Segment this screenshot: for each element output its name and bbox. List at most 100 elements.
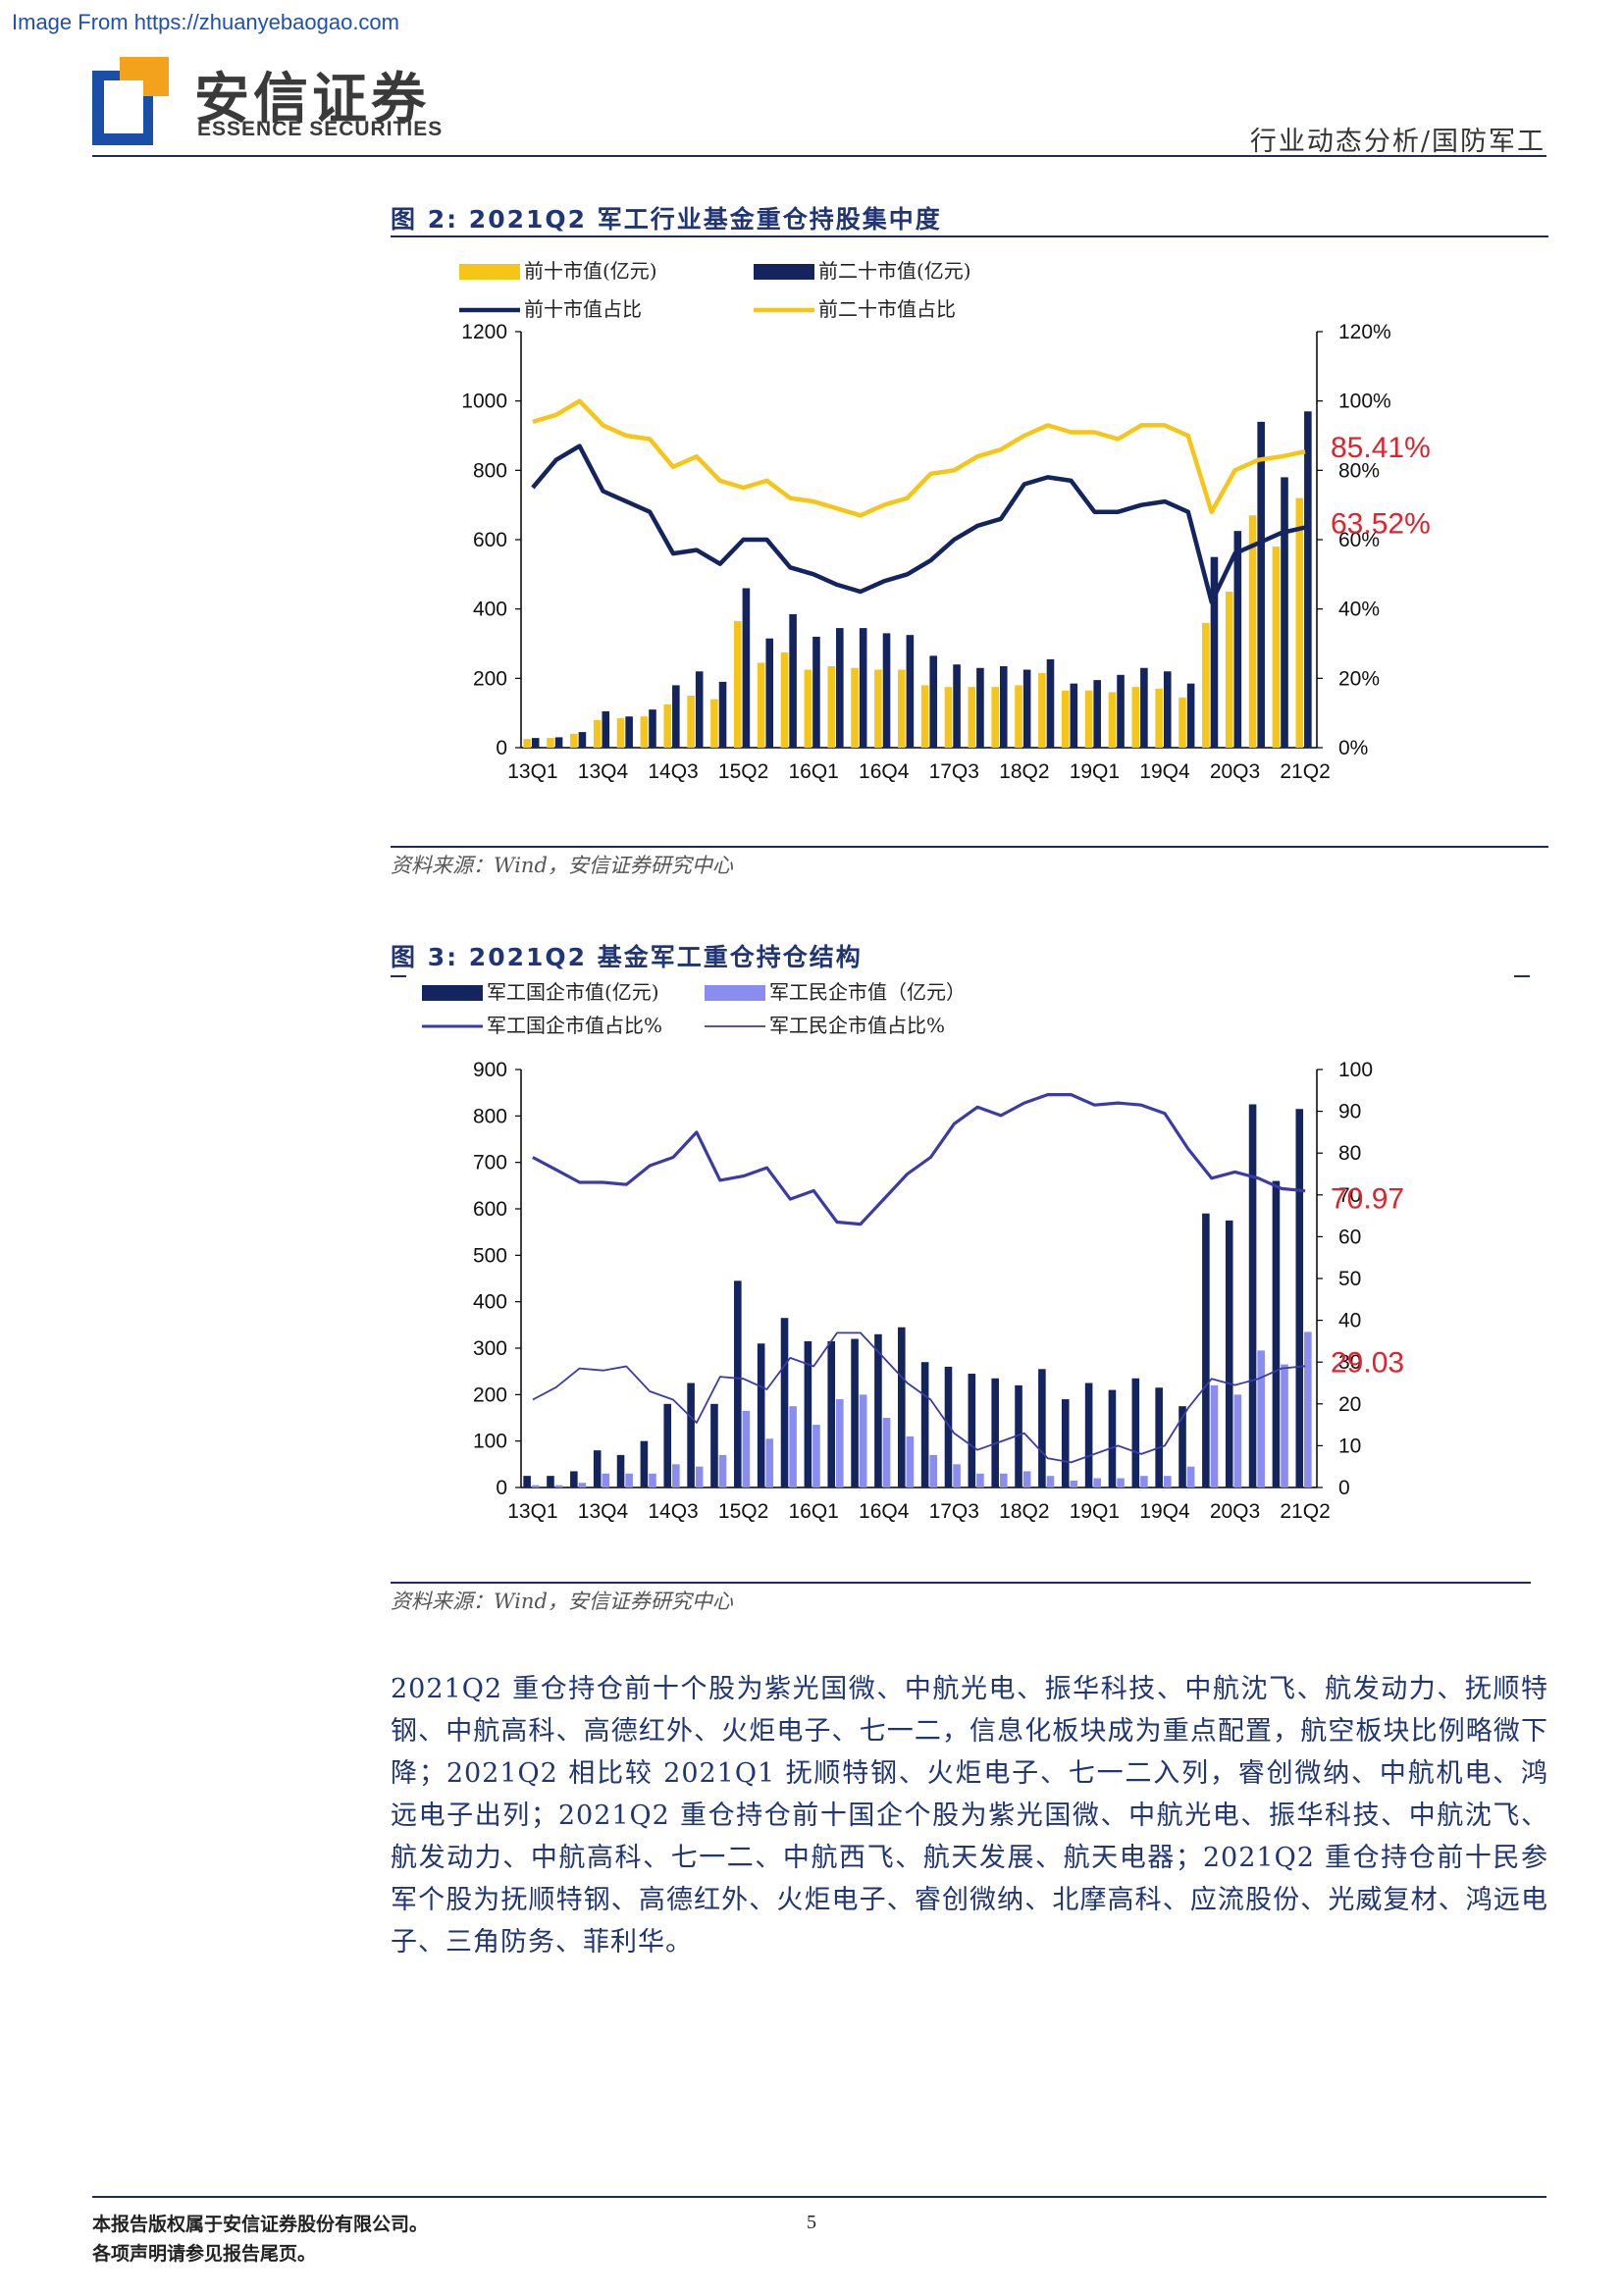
fig2-y-right-tick-label: 120% — [1338, 321, 1391, 343]
fig2-y-left-tick-label: 1000 — [461, 391, 507, 413]
fig2-chart: 0 200 400 600 800 1000 1200 0% 20% 40% 60% 80% 100% 1… — [459, 259, 1431, 783]
fig3-x-tick-label: 16Q4 — [859, 1500, 910, 1523]
fig3-bar-a — [991, 1378, 999, 1487]
fig2-bar-a — [616, 717, 625, 748]
fig3-bar-b — [695, 1466, 704, 1487]
fig3-y-left-tick-label: 900 — [473, 1059, 507, 1081]
fig3-bar-a — [663, 1403, 672, 1487]
fig3-rule-right — [1514, 975, 1530, 977]
fig3-bar-a — [968, 1374, 976, 1487]
fig3-bar-b — [1046, 1476, 1055, 1487]
fig2-bar-a — [593, 719, 602, 748]
fig3-x-tick-label: 21Q2 — [1280, 1500, 1330, 1523]
fig2-bar-b — [976, 667, 984, 748]
fig3-bar-a — [710, 1403, 718, 1487]
fig2-bar-a — [1084, 690, 1093, 748]
fig3-bar-b — [1210, 1384, 1219, 1487]
fig2-bar-a — [1038, 673, 1046, 748]
fig2-bar-a — [897, 669, 906, 748]
fig3-bar-b — [649, 1473, 656, 1487]
fig2-bar-b — [1233, 531, 1242, 748]
fig2-bar-a — [944, 687, 953, 748]
fig2-bar-b — [929, 655, 938, 748]
fig2-bar-a — [1108, 692, 1117, 748]
fig2-bar-b — [999, 665, 1008, 748]
fig2-bar-b — [625, 716, 633, 748]
fig3-bar-b — [859, 1394, 867, 1487]
fig2-x-tick-label: 17Q3 — [929, 760, 979, 783]
fig2-x-tick-label: 15Q2 — [718, 760, 768, 783]
fig3-y-right-tick-label: 60 — [1338, 1226, 1361, 1248]
footer-notice: 各项声明请参见报告尾页。 — [92, 2243, 317, 2265]
fig3-bar-b — [1117, 1478, 1125, 1487]
fig2-bar-a — [1179, 697, 1186, 748]
fig3-y-left-tick-label: 200 — [473, 1383, 507, 1406]
fig3-x-tick-label: 19Q1 — [1070, 1500, 1120, 1523]
fig3-bar-a — [1272, 1180, 1281, 1487]
logo-chinese-name: 安信证券 — [194, 68, 430, 131]
fig3-bar-a — [593, 1450, 602, 1487]
fig2-bar-b — [882, 633, 891, 748]
report-section: 行业动态分析/国防军工 — [1249, 127, 1545, 157]
fig2-bar-a — [780, 652, 789, 748]
fig2-bar-a — [570, 733, 578, 748]
fig2-bar-b — [531, 738, 540, 748]
fig3-bar-b — [1304, 1331, 1312, 1487]
fig2-bar-b — [836, 628, 844, 748]
fig3-y-right-tick-label: 10 — [1338, 1435, 1361, 1457]
fig3-line-2 — [532, 1092, 1306, 1226]
fig3-x-tick-label: 13Q1 — [507, 1500, 557, 1523]
fig2-bar-a — [640, 716, 649, 748]
analysis-paragraph: 2021Q2 重仓持仓前十个股为紫光国微、中航光电、振华科技、中航沈飞、航发动力… — [391, 1674, 1548, 1957]
fig2-bar-a — [1248, 515, 1257, 748]
fig3-y-left-tick-label: 400 — [473, 1291, 507, 1314]
fig3-bar-b — [1093, 1478, 1101, 1487]
fig2-x-tick-label: 19Q4 — [1139, 760, 1190, 783]
fig3-bar-a — [1084, 1383, 1093, 1487]
fig2-y-left-tick-label: 400 — [473, 599, 507, 621]
fig3-y-right-tick-label: 50 — [1338, 1268, 1361, 1290]
fig2-bar-b — [1070, 683, 1078, 748]
fig3-bar-b — [531, 1485, 540, 1487]
fig2-legend-label: 前十市值(亿元) — [524, 259, 657, 283]
header-divider — [92, 155, 1546, 157]
fig3-bar-a — [1202, 1213, 1210, 1487]
fig2-bar-b — [1210, 556, 1219, 748]
fig3-bar-b — [789, 1406, 797, 1487]
fig3-bar-a — [1295, 1109, 1304, 1487]
fig2-bar-a — [851, 667, 859, 748]
fig3-title: 图 3: 2021Q2 基金军工重仓持仓结构 — [391, 943, 863, 971]
fig3-y-right-tick-label: 30 — [1338, 1351, 1361, 1374]
fig3-y-left-tick-label: 700 — [473, 1152, 507, 1174]
fig2-x-tick-label: 13Q1 — [507, 760, 557, 783]
fig3-bar-a — [851, 1338, 859, 1487]
fig2-x-tick-label: 13Q4 — [578, 760, 629, 783]
fig3-x-tick-label: 15Q2 — [718, 1500, 768, 1523]
fig3-bar-b — [929, 1454, 938, 1487]
fig3-bar-b — [1233, 1394, 1242, 1487]
fig3-y-right-tick-label: 90 — [1338, 1101, 1361, 1123]
fig2-legend-swatch — [754, 264, 814, 280]
fig2-bar-a — [710, 699, 718, 748]
essence-logo-icon — [92, 57, 169, 145]
footer-disclaimer: 本报告版权属于安信证券股份有限公司。 各项声明请参见报告尾页。 — [92, 2210, 428, 2269]
fig3-y-left-tick-label: 100 — [473, 1431, 507, 1453]
fig3-y-left-tick-label: 300 — [473, 1337, 507, 1360]
fig2-bar-b — [789, 613, 797, 748]
fig3-legend-label: 军工国企市值占比% — [487, 1014, 662, 1037]
fig3-bar-a — [547, 1476, 554, 1487]
fig2-y-right-tick-label: 40% — [1338, 599, 1380, 621]
fig3-y-left-tick-label: 0 — [496, 1477, 507, 1499]
fig3-bar-a — [897, 1327, 906, 1487]
fig3-bar-a — [1248, 1104, 1257, 1487]
fig2-source: 资料来源：Wind，安信证券研究中心 — [391, 854, 733, 877]
fig3-bar-b — [906, 1435, 915, 1487]
fig2-bar-a — [1295, 497, 1304, 748]
fig3-bar-a — [804, 1340, 812, 1487]
fig2-bar-b — [1304, 411, 1312, 748]
fig3-bar-b — [1070, 1480, 1078, 1487]
fig2-bar-a — [1061, 690, 1070, 748]
fig2-bar-a — [523, 739, 531, 748]
fig2-y-right-tick-label: 20% — [1338, 667, 1380, 690]
fig3-bar-a — [523, 1476, 531, 1487]
